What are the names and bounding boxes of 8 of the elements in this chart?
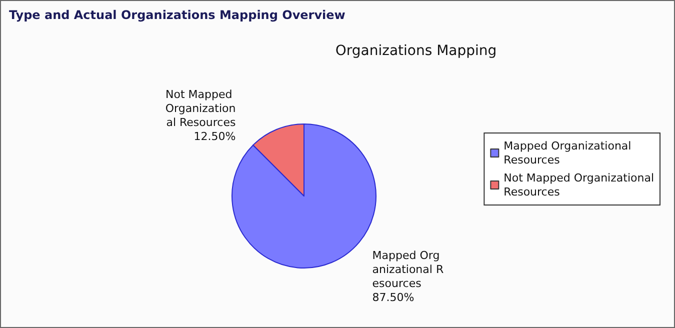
chart-subtitle: Organizations Mapping	[335, 43, 497, 59]
slice-label: Mapped Organizational Resources	[372, 248, 444, 290]
legend-label: Mapped Organizational Resources	[504, 140, 632, 166]
chart-title: Type and Actual Organizations Mapping Overview	[9, 8, 346, 22]
data-label: 87.50%	[372, 290, 414, 304]
data-label: 12.50%	[194, 130, 236, 144]
slice-label: Not Mapped Organizational Resources	[165, 88, 236, 130]
legend-label: Not Mapped Organizational Resources	[504, 172, 654, 198]
